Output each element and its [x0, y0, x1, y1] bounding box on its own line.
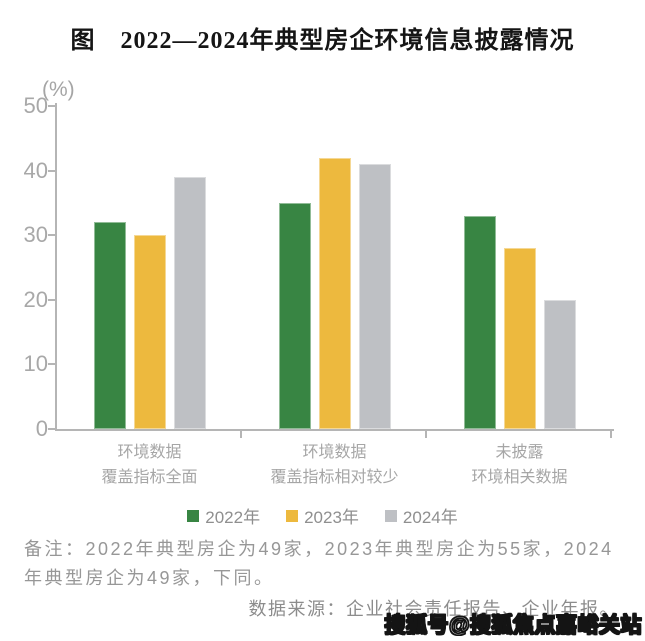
y-tick-mark	[48, 363, 56, 366]
y-tick-mark	[48, 298, 56, 301]
bar-group2-2024	[359, 164, 391, 429]
y-axis-unit-label: (%)	[42, 78, 75, 101]
y-tick-label-0: 0	[35, 416, 48, 441]
legend-swatch-2023	[286, 509, 299, 522]
y-tick-label-30: 30	[23, 222, 48, 248]
y-tick-mark	[48, 105, 56, 107]
legend-item-2024: 2024年	[384, 503, 458, 528]
x-category-label-2: 环境数据 覆盖指标相对较少	[270, 444, 399, 486]
chart-legend: 2022年 2023年 2024年	[0, 503, 645, 528]
bar-group1-2022	[94, 222, 126, 429]
bar-group3-2024	[544, 300, 576, 429]
legend-item-2022: 2022年	[187, 503, 260, 528]
y-tick-mark	[48, 428, 56, 430]
y-tick-label-10: 10	[23, 351, 48, 377]
y-tick-label-50: 50	[23, 93, 48, 118]
bar-group1-2023	[134, 235, 166, 429]
bar-group3-2023	[504, 248, 536, 429]
watermark-text: 搜狐号@搜狐焦点嘉峪关站	[384, 613, 642, 637]
data-source-label: 数据来源：企业社会责任报告、企业年报。	[248, 599, 619, 619]
legend-swatch-2024	[384, 509, 397, 522]
x-axis-line	[55, 429, 614, 431]
bar-group3-2022	[464, 216, 496, 429]
bar-group1-2024	[174, 177, 206, 429]
x-tick-mark	[610, 431, 612, 438]
legend-swatch-2022	[187, 509, 200, 522]
x-category-label-3: 未披露 环境相关数据	[471, 444, 568, 486]
legend-item-2023: 2023年	[286, 503, 359, 528]
legend-label-2023: 2023年	[304, 508, 359, 527]
y-axis-line	[55, 103, 57, 431]
bar-group2-2022	[279, 203, 311, 429]
y-tick-mark	[48, 169, 56, 172]
chart-title: 图 2022—2024年典型房企环境信息披露情况	[70, 28, 575, 54]
y-tick-mark	[48, 234, 56, 237]
y-tick-label-20: 20	[23, 286, 48, 312]
bar-group2-2023	[319, 158, 351, 429]
x-category-label-1: 环境数据 覆盖指标全面	[101, 444, 198, 486]
x-tick-mark	[425, 431, 427, 438]
legend-label-2022: 2022年	[205, 508, 261, 527]
legend-label-2024: 2024年	[402, 508, 458, 527]
x-tick-mark	[240, 431, 242, 438]
chart-remark: 备注：2022年典型房企为49家，2023年典型房企为55家，2024 年典型房…	[24, 539, 614, 588]
y-tick-label-40: 40	[23, 157, 48, 183]
